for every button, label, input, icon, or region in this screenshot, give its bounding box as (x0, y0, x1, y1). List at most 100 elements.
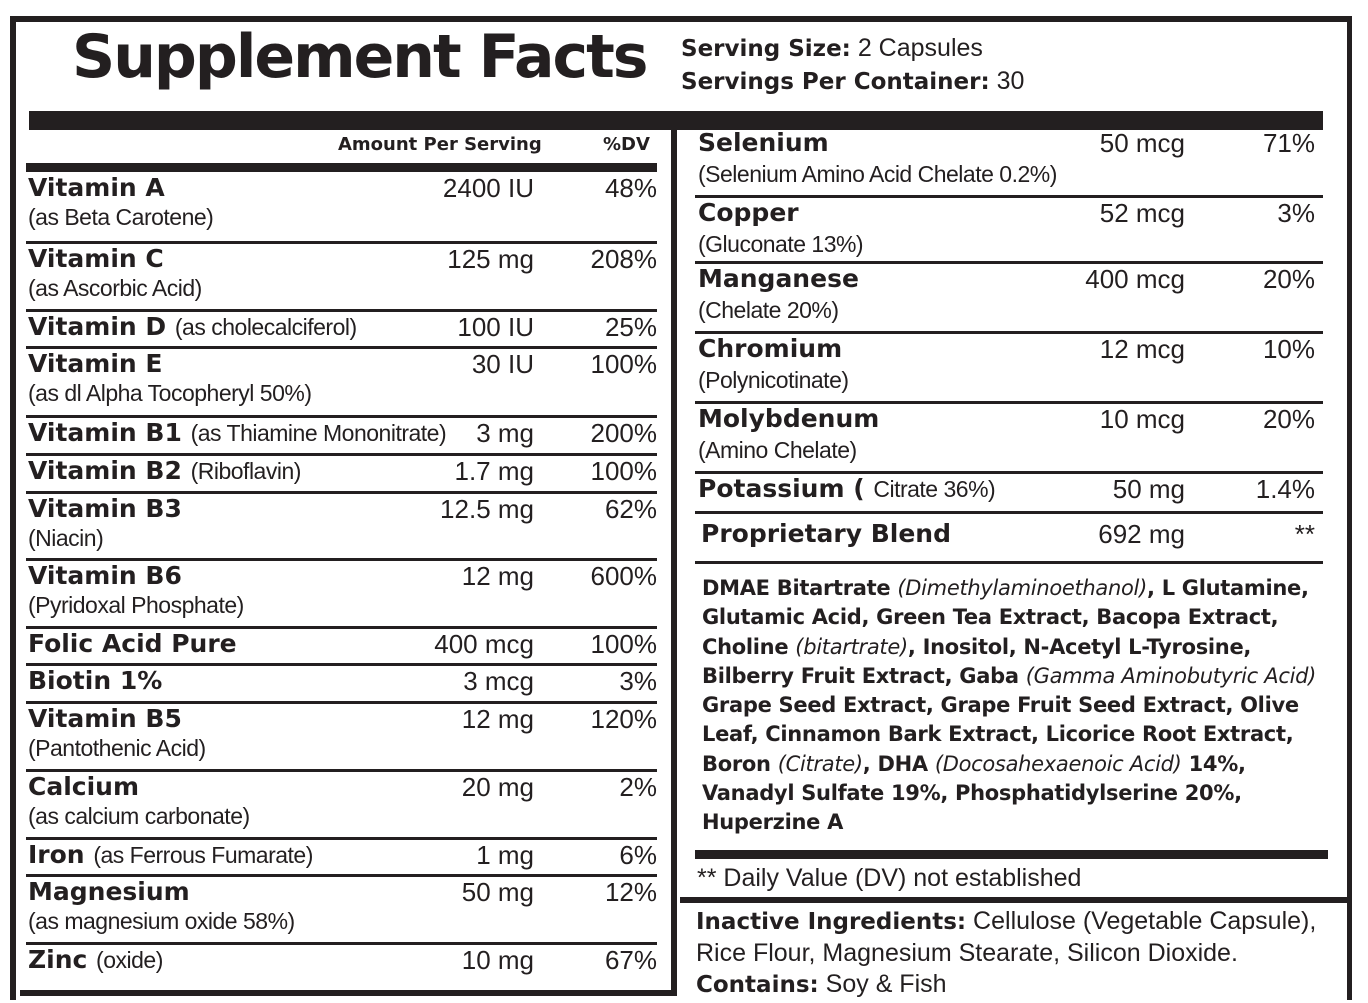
nutrient-name-text: Magnesium (28, 877, 190, 906)
nutrient-daily-value: 2% (619, 772, 657, 802)
nutrient-name: Potassium ( Citrate 36%) (698, 474, 996, 503)
nutrient-form: (Gluconate 13%) (698, 231, 864, 257)
ingredient-note: (Citrate) (777, 751, 863, 776)
nutrient-name: Iron (as Ferrous Fumarate) (28, 840, 313, 869)
nutrient-daily-value: 20% (1262, 264, 1315, 294)
right-row: Copper (Gluconate 13%) 52 mcg 3% (695, 198, 1323, 264)
serving-info: Serving Size: 2 Capsules Servings Per Co… (681, 32, 1024, 98)
nutrient-name-text: Zinc (28, 945, 88, 974)
inactive-ingredients: Inactive Ingredients: Cellulose (Vegetab… (696, 906, 1346, 1001)
nutrient-amount: 12.5 mg (440, 494, 534, 524)
left-row: Vitamin B6 (Pyridoxal Phosphate) 12 mg 600% (26, 561, 657, 629)
nutrient-amount: 100 IU (457, 312, 534, 342)
nutrient-amount: 50 mg (1112, 474, 1185, 504)
nutrient-name-text: Vitamin C (28, 244, 164, 273)
nutrient-name: Biotin 1% (28, 666, 162, 695)
left-row: Vitamin B5 (Pantothenic Acid) 12 mg 120% (26, 704, 657, 772)
nutrient-amount: 125 mg (447, 244, 534, 274)
ingredient-text: Grape Seed Extract, Grape Fruit Seed Ext… (702, 693, 1299, 776)
nutrient-form: (Polynicotinate) (698, 367, 849, 393)
nutrient-form: (Pantothenic Acid) (28, 735, 206, 761)
blend-bottom-rule (695, 850, 1328, 859)
nutrient-form: (Chelate 20%) (698, 297, 839, 323)
nutrient-name: Molybdenum (698, 404, 879, 433)
nutrient-name-text: Molybdenum (698, 404, 880, 433)
nutrient-amount: 52 mcg (1099, 198, 1185, 228)
nutrient-form: (Pyridoxal Phosphate) (28, 592, 244, 618)
ingredient-text: , Inositol, N-Acetyl L-Tyrosine, Bilberr… (702, 634, 1252, 688)
nutrient-name-text: Potassium ( (698, 474, 865, 503)
servings-per-container-label: Servings Per Container: (681, 69, 990, 95)
nutrient-daily-value: 100% (590, 629, 658, 659)
nutrient-daily-value: 67% (604, 945, 657, 975)
nutrient-name-text: Folic Acid Pure (28, 629, 237, 658)
page-title: Supplement Facts (72, 22, 649, 92)
nutrient-form: (Niacin) (28, 525, 104, 551)
nutrient-name: Chromium (698, 334, 842, 363)
inactive-text: Cellulose (Vegetable Capsule), Rice Flou… (696, 907, 1317, 967)
left-row: Vitamin B1 (as Thiamine Mononitrate) 3 mg… (26, 418, 657, 456)
left-row: Calcium (as calcium carbonate) 20 mg 2% (26, 772, 657, 840)
ingredient-note: (bitartrate) (795, 634, 908, 659)
ingredient-note: (Gamma Aminobutyric Acid) (1025, 663, 1317, 688)
header-divider (29, 111, 1323, 130)
nutrient-form: (Amino Chelate) (698, 437, 857, 463)
nutrient-form-inline: (oxide) (96, 947, 163, 973)
ingredient-note: (Docosahexaenoic Acid) (934, 751, 1182, 776)
left-row: Folic Acid Pure 400 mcg 100% (26, 629, 657, 666)
nutrient-form: (Selenium Amino Acid Chelate 0.2%) (698, 161, 1057, 187)
nutrient-daily-value: 3% (1277, 198, 1315, 228)
serving-size-value: 2 Capsules (857, 34, 983, 62)
nutrient-form: (as magnesium oxide 58%) (28, 908, 295, 934)
nutrient-amount: 3 mg (476, 418, 534, 448)
nutrient-name-text: Vitamin B3 (28, 494, 182, 523)
nutrient-form-inline: Citrate 36%) (873, 476, 996, 502)
nutrient-form: (as Beta Carotene) (28, 204, 214, 230)
nutrient-daily-value: 71% (1262, 128, 1315, 158)
left-panel-border (20, 130, 677, 996)
nutrient-name-text: Vitamin D (28, 312, 167, 341)
right-row: Molybdenum (Amino Chelate) 10 mcg 20% (695, 404, 1323, 474)
nutrient-name: Manganese (698, 264, 859, 293)
contains-text: Soy & Fish (818, 970, 947, 998)
column-header-rule (26, 163, 657, 172)
nutrient-form: (as calcium carbonate) (28, 803, 250, 829)
nutrient-daily-value: 3% (619, 666, 657, 696)
serving-size-label: Serving Size: (681, 36, 851, 62)
nutrient-form: (as dl Alpha Tocopheryl 50%) (28, 380, 312, 406)
nutrient-name-text: Proprietary Blend (701, 519, 951, 548)
ingredient-text: , L Glutamine, Glutamic Acid, Green Tea … (702, 576, 1309, 659)
nutrient-daily-value: 48% (604, 173, 657, 203)
nutrient-form-inline: (as cholecalciferol) (174, 314, 357, 340)
nutrient-daily-value: 6% (619, 840, 657, 870)
ingredient-text: , DHA (862, 751, 935, 776)
nutrient-name: Selenium (698, 128, 829, 157)
left-row: Vitamin B3 (Niacin) 12.5 mg 62% (26, 494, 657, 561)
nutrient-daily-value: 100% (590, 349, 658, 379)
nutrient-name-text: Iron (28, 840, 85, 869)
ingredient-text: DMAE Bitartrate (702, 576, 898, 600)
ingredient-note: (Dimethylaminoethanol) (897, 576, 1147, 600)
nutrient-name: Vitamin B3 (28, 494, 182, 523)
nutrient-name: Folic Acid Pure (28, 629, 237, 658)
nutrient-name: Vitamin B5 (28, 704, 182, 733)
nutrient-daily-value: 20% (1262, 404, 1315, 434)
nutrient-amount: 2400 IU (442, 173, 534, 203)
nutrient-name-text: Vitamin B5 (28, 704, 182, 733)
nutrient-amount: 12 mg (461, 561, 534, 591)
nutrient-amount: 1 mg (476, 840, 534, 870)
nutrient-form-inline: (as Ferrous Fumarate) (93, 842, 313, 868)
nutrient-amount: 400 mcg (434, 629, 534, 659)
nutrient-form: (as Ascorbic Acid) (28, 275, 202, 301)
nutrient-amount: 10 mcg (1099, 404, 1185, 434)
nutrient-name: Vitamin B6 (28, 561, 182, 590)
nutrient-name-text: Vitamin B1 (28, 418, 182, 447)
right-row: Manganese (Chelate 20%) 400 mcg 20% (695, 264, 1323, 334)
nutrient-daily-value: ** (1294, 519, 1315, 549)
left-row: Zinc (oxide) 10 mg 67% (26, 945, 657, 994)
right-row: Proprietary Blend 692 mg ** (695, 514, 1323, 564)
right-row: Potassium ( Citrate 36%) 50 mg 1.4% (695, 474, 1323, 514)
nutrient-amount: 12 mg (461, 704, 534, 734)
nutrient-name: Vitamin B1 (as Thiamine Mononitrate) (28, 418, 447, 447)
left-row: Biotin 1% 3 mcg 3% (26, 666, 657, 704)
